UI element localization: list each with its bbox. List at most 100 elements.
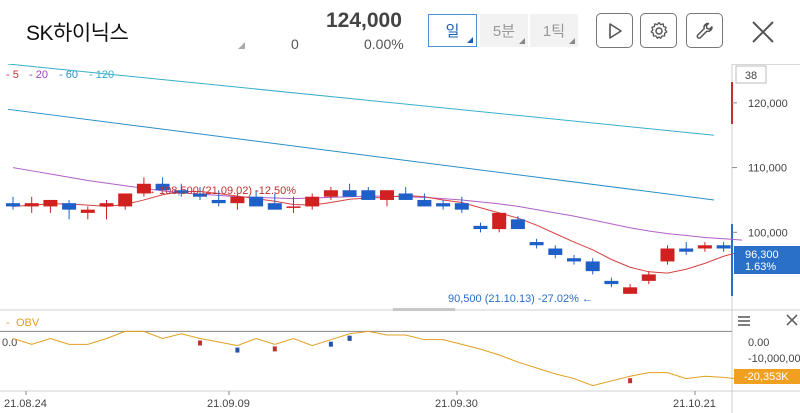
close-button[interactable] [748, 17, 778, 47]
settings-button[interactable] [640, 13, 677, 48]
ma60-line [7, 108, 715, 201]
candle-body [567, 258, 581, 262]
candle[interactable] [342, 183, 357, 197]
x-axis-labels: 21.08.24 21.09.09 21.09.30 21.10.21 [4, 391, 716, 410]
candle[interactable] [286, 196, 301, 213]
candle[interactable] [380, 190, 394, 207]
candle[interactable] [417, 193, 432, 207]
obv-marker [198, 340, 202, 346]
candle[interactable] [43, 199, 58, 213]
candle-body [361, 190, 376, 200]
candle[interactable] [623, 284, 638, 294]
candle[interactable] [305, 193, 320, 210]
corner-triangle-icon [519, 38, 525, 44]
candle[interactable] [641, 271, 656, 285]
period-daily-button[interactable]: 일 [428, 14, 477, 47]
obv-last-badge [734, 369, 800, 384]
candle[interactable] [679, 242, 694, 255]
pane-resize-handle[interactable] [393, 308, 455, 311]
candle-body [43, 199, 58, 207]
candle[interactable] [80, 206, 95, 220]
candle[interactable] [267, 193, 282, 210]
candle-body [510, 219, 525, 230]
candle-body [230, 196, 245, 204]
candle-body [6, 203, 20, 207]
period-1tick-button[interactable]: 1틱 [530, 14, 578, 47]
candle[interactable] [193, 187, 207, 200]
chart-header: SK하이닉스 0 124,000 0.00% 일 5분 1틱 [0, 0, 800, 65]
candle-body [136, 183, 151, 194]
candle[interactable] [174, 183, 189, 197]
candle-body [454, 203, 469, 210]
candle-body [323, 190, 338, 197]
candle[interactable] [155, 177, 170, 191]
high-price-annotation: → 108,500 (21.09.02) -12.50% [145, 185, 296, 197]
candle[interactable] [6, 196, 20, 210]
close-icon [752, 21, 774, 43]
ma120-line [7, 64, 715, 136]
candle[interactable] [24, 196, 39, 213]
candle-body [473, 225, 488, 230]
candlestick-series[interactable] [6, 177, 750, 294]
candle[interactable] [548, 245, 563, 259]
tools-button[interactable] [686, 13, 723, 48]
play-button[interactable] [596, 13, 633, 48]
dropdown-triangle-icon[interactable] [238, 42, 245, 49]
stock-name[interactable]: SK하이닉스 [26, 22, 129, 45]
candle[interactable] [361, 187, 376, 200]
play-icon [608, 22, 622, 39]
candle[interactable] [99, 199, 114, 220]
candle-body [436, 203, 451, 207]
candle[interactable] [136, 177, 151, 197]
candle[interactable] [398, 187, 413, 200]
visible-count-box[interactable] [735, 65, 767, 84]
candle-body [211, 199, 226, 204]
candle[interactable] [716, 242, 731, 252]
obv-legend: OBV [16, 317, 40, 329]
period-5min-label: 5분 [492, 23, 516, 40]
candle-body [548, 248, 563, 255]
obv-marker [347, 335, 352, 341]
candle[interactable] [492, 212, 507, 233]
candle[interactable] [249, 190, 264, 207]
y-tick-label: 110,000 [748, 163, 787, 175]
last-price-label: 96,300 [745, 249, 779, 261]
obv-legend-dash: - [6, 317, 10, 329]
candle[interactable] [604, 277, 619, 288]
candle[interactable] [567, 254, 581, 265]
ma20-line [12, 167, 743, 241]
obv-close-icon[interactable] [786, 314, 798, 326]
candle-body [62, 203, 77, 210]
candle[interactable] [62, 199, 77, 220]
candle[interactable] [473, 222, 488, 233]
obv-marker [272, 346, 277, 352]
ma-legend-item-120: - 120 [89, 69, 114, 81]
candle[interactable] [454, 196, 469, 213]
low-price-annotation: 90,500 (21.10.13) -27.02% ← [448, 293, 593, 305]
obv-menu-icon[interactable] [738, 316, 750, 326]
obv-series [0, 330, 743, 387]
candle[interactable] [211, 190, 226, 207]
candle-body [716, 245, 731, 249]
candle-body [155, 183, 170, 191]
candle[interactable] [118, 193, 133, 210]
candle[interactable] [529, 238, 544, 249]
moving-average-lines [7, 64, 743, 274]
gear-icon [650, 21, 667, 39]
x-axis-label: 21.08.24 [4, 398, 47, 410]
price-chart[interactable]: - 5 - 20 - 60 - 120 → 108,500 (21.09.02) -1… [0, 64, 800, 413]
main-plot-area[interactable] [0, 64, 732, 310]
candle-body [529, 242, 544, 246]
candle[interactable] [660, 245, 675, 265]
candle[interactable] [585, 258, 600, 275]
obv-low-tick: -10,000,000 [748, 353, 800, 365]
period-5min-button[interactable]: 5분 [480, 14, 528, 47]
candle[interactable] [697, 242, 712, 252]
last-price-badge [734, 246, 800, 274]
candle[interactable] [230, 193, 245, 210]
candle[interactable] [323, 187, 338, 200]
candle-body [660, 248, 675, 262]
candle[interactable] [510, 216, 525, 230]
candle[interactable] [436, 199, 451, 210]
candle-body [342, 190, 357, 197]
